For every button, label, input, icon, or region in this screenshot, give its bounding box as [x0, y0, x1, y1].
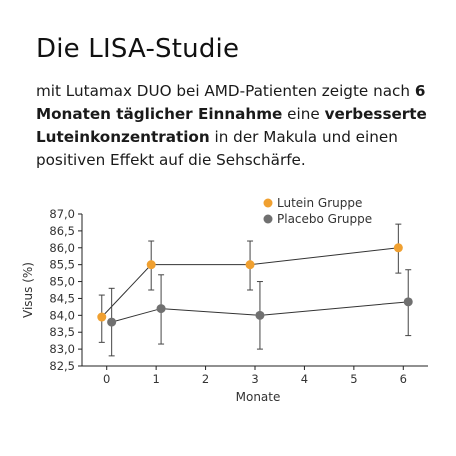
data-point	[245, 260, 255, 270]
x-tick-label: 3	[251, 372, 258, 386]
series-lutein	[97, 223, 403, 343]
y-tick-label: 82,5	[49, 359, 75, 373]
legend-marker-placebo	[263, 214, 273, 224]
y-tick-label: 86,0	[49, 241, 75, 255]
x-tick-label: 5	[350, 372, 357, 386]
page-title: Die LISA-Studie	[36, 34, 240, 64]
description-bold-1: 6 Monaten täglicher Einnahme	[36, 82, 426, 123]
x-tick-label: 0	[103, 372, 110, 386]
study-description: mit Lutamax DUO bei AMD-Patienten zeigte…	[36, 80, 446, 172]
y-tick-label: 84,0	[49, 308, 75, 322]
y-tick-label: 84,5	[49, 291, 75, 305]
y-tick-label: 83,0	[49, 342, 75, 356]
y-axis-label: Visus (%)	[21, 262, 35, 318]
description-bold-2: verbesserte Luteinkonzentration	[36, 105, 427, 146]
data-point	[156, 304, 166, 314]
y-tick-label: 83,5	[49, 325, 75, 339]
y-tick-label: 85,0	[49, 275, 75, 289]
chart-axes	[81, 214, 428, 367]
data-point	[393, 243, 403, 253]
series-placebo	[107, 269, 413, 357]
x-tick-label: 6	[400, 372, 407, 386]
x-axis-label: Monate	[236, 390, 281, 404]
data-point	[107, 317, 117, 327]
y-tick-label: 85,5	[49, 258, 75, 272]
series-line	[101, 247, 399, 318]
y-ticks: 87,0 86,5 86,0 85,5 85,0 84,5 84,0 83,5 83,0 82,5	[49, 207, 82, 373]
data-point	[97, 312, 107, 322]
legend-marker-lutein	[263, 198, 273, 208]
data-point	[146, 260, 156, 270]
legend-label-lutein: Lutein Gruppe	[277, 196, 362, 210]
series-line	[111, 301, 409, 323]
chart-series	[97, 223, 413, 357]
chart-legend: Lutein Gruppe Placebo Gruppe	[263, 196, 372, 226]
description-text-1: mit Lutamax DUO bei AMD-Patienten zeigte…	[36, 82, 415, 100]
description-text-3: in der Makula und einen positiven Effekt…	[36, 128, 398, 169]
y-tick-label: 86,5	[49, 224, 75, 238]
data-point	[403, 297, 413, 307]
legend-label-placebo: Placebo Gruppe	[277, 212, 372, 226]
x-ticks: 0 1 2 3 4 5 6	[103, 366, 407, 386]
description-text-2: eine	[282, 105, 325, 123]
x-tick-label: 4	[301, 372, 308, 386]
x-tick-label: 1	[152, 372, 159, 386]
data-point	[255, 310, 265, 320]
y-tick-label: 87,0	[49, 207, 75, 221]
x-tick-label: 2	[202, 372, 209, 386]
